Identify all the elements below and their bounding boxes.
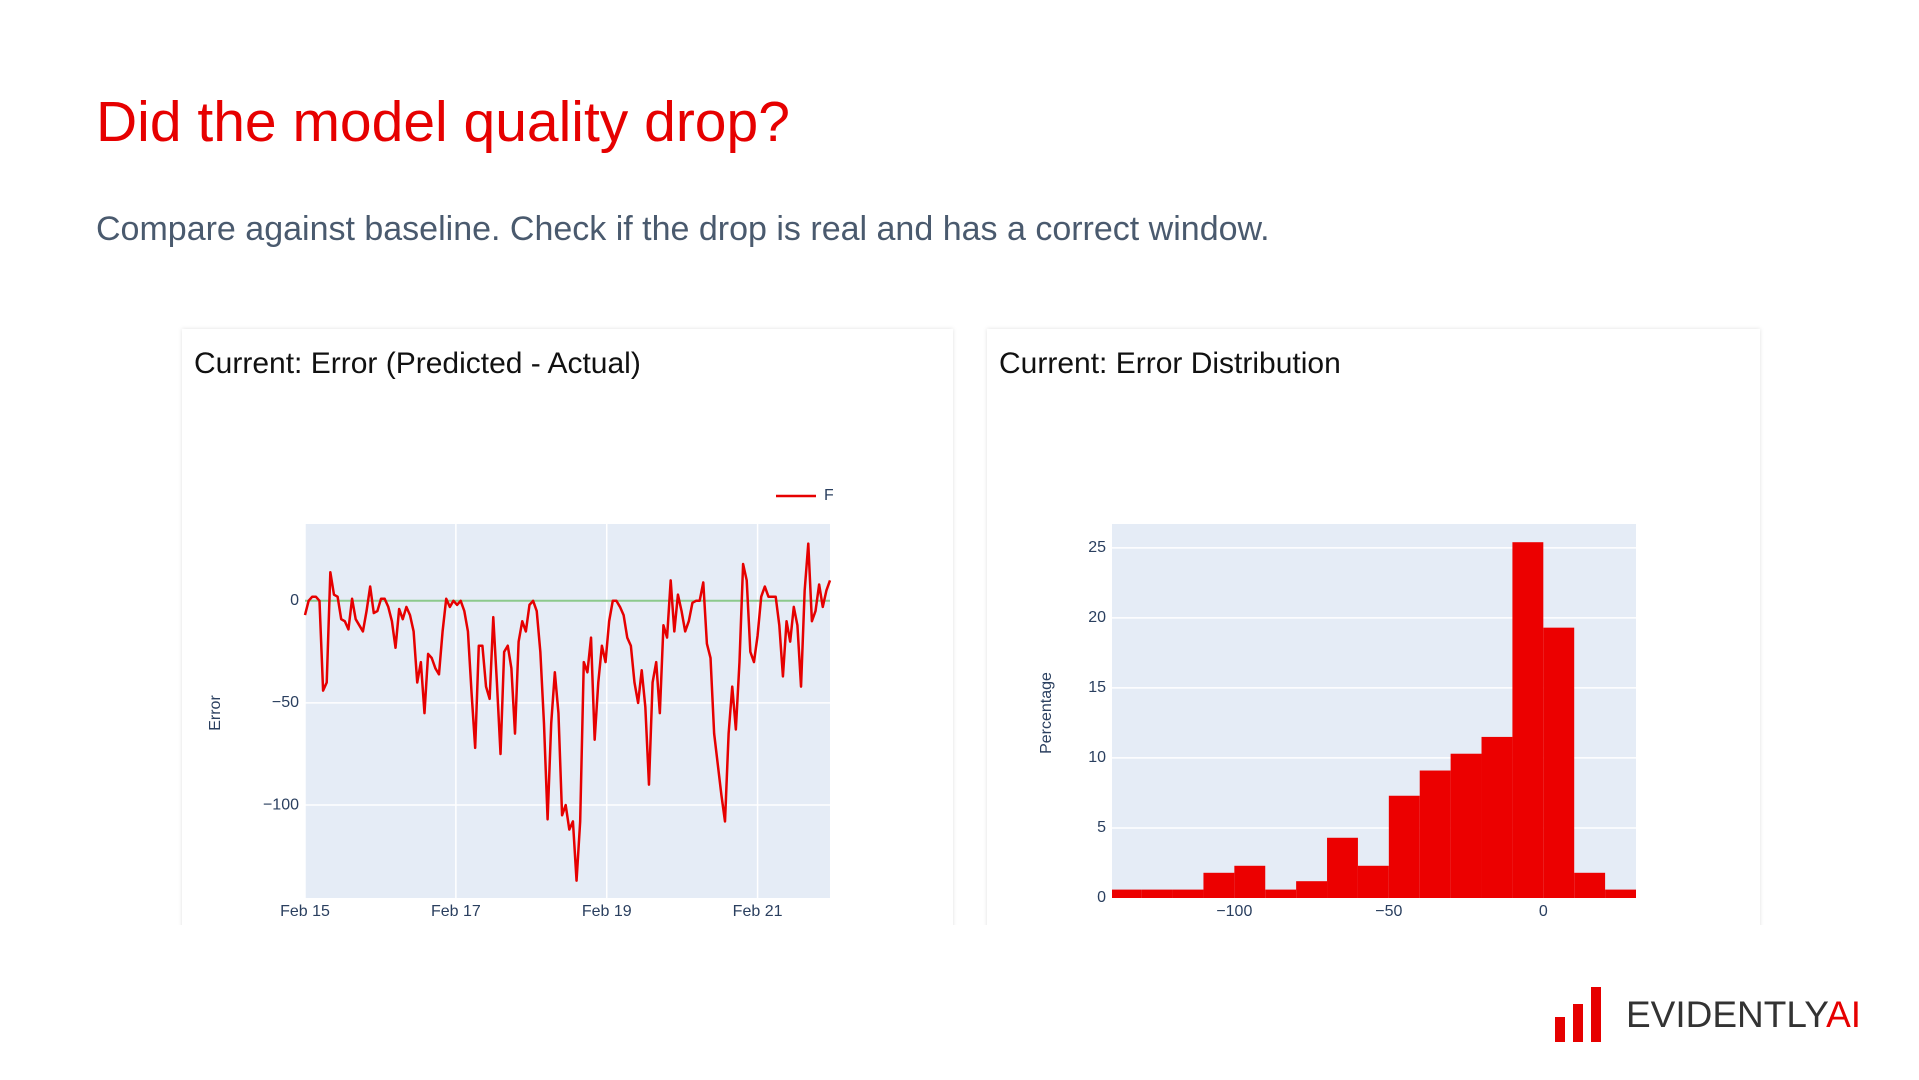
- y-tick-label: 5: [1097, 819, 1106, 836]
- x-tick-label: −50: [1375, 903, 1402, 920]
- bar: [1357, 865, 1389, 898]
- bar: [1112, 889, 1142, 898]
- y-tick-label: 25: [1088, 539, 1106, 556]
- bar: [1141, 889, 1173, 898]
- x-tick-label: Feb 17: [431, 903, 481, 920]
- legend-label: F: [824, 487, 834, 504]
- legend: F: [776, 487, 834, 504]
- y-tick-label: −50: [272, 694, 299, 711]
- bar: [1543, 627, 1575, 898]
- chart: Current: Error Distribution −100 −50 0 0 5 10 1…: [999, 347, 1636, 920]
- logo-bar: [1555, 1017, 1565, 1042]
- y-axis-label: Percentage: [1038, 672, 1055, 754]
- bar: [1450, 753, 1482, 898]
- bar: [1234, 865, 1266, 898]
- logo-suffix: AI: [1826, 994, 1861, 1035]
- bar: [1296, 881, 1328, 898]
- plot-area: [305, 524, 830, 898]
- x-tick-label: 0: [1539, 903, 1548, 920]
- bar: [1481, 736, 1513, 898]
- y-tick-label: −100: [263, 796, 299, 813]
- bar: [1605, 889, 1636, 898]
- bar: [1327, 837, 1358, 898]
- bar: [1574, 872, 1606, 898]
- logo-bar: [1573, 1004, 1583, 1042]
- chart-title: Current: Error (Predicted - Actual): [194, 347, 641, 380]
- y-tick-label: 20: [1088, 609, 1106, 626]
- y-axis-label: Error: [207, 695, 224, 731]
- y-tick-label: 0: [290, 592, 299, 609]
- x-tick-label: −100: [1216, 903, 1252, 920]
- logo-text: EVIDENTLYAI: [1626, 994, 1861, 1035]
- y-tick-label: 10: [1088, 749, 1106, 766]
- bar: [1172, 889, 1204, 898]
- logo-name: EVIDENTLY: [1626, 994, 1828, 1035]
- bar: [1203, 872, 1235, 898]
- y-tick-label: 15: [1088, 679, 1106, 696]
- x-tick-label: Feb 19: [582, 903, 632, 920]
- chart: Current: Error (Predicted - Actual) Feb 1…: [194, 347, 834, 920]
- chart-title: Current: Error Distribution: [999, 347, 1341, 380]
- logo-bar: [1591, 987, 1601, 1042]
- bar: [1388, 795, 1420, 898]
- line-series: [303, 542, 832, 882]
- bar: [1512, 542, 1544, 898]
- y-tick-label: 0: [1097, 889, 1106, 906]
- x-tick-label: Feb 21: [733, 903, 783, 920]
- bar: [1265, 889, 1297, 898]
- card-cut: [170, 925, 1770, 965]
- x-tick-label: Feb 15: [280, 903, 330, 920]
- logo: EVIDENTLYAI: [1555, 987, 1861, 1042]
- page-subtitle: Compare against baseline. Check if the d…: [96, 210, 1270, 248]
- bar: [1419, 770, 1451, 898]
- page-title: Did the model quality drop?: [96, 90, 790, 154]
